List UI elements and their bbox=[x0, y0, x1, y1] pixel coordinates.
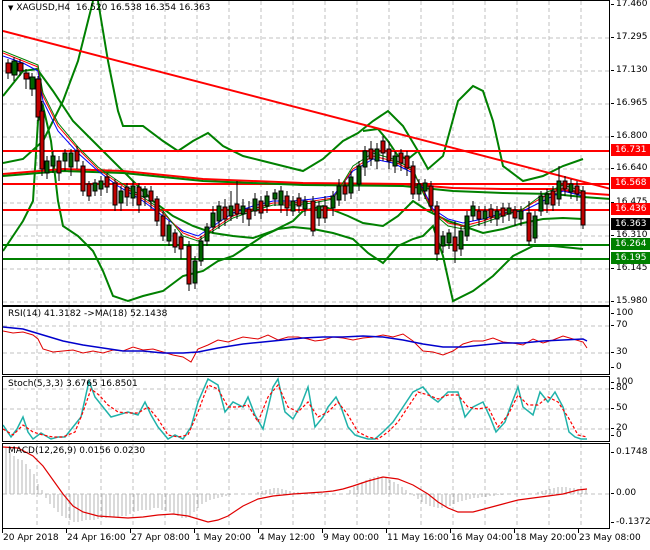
grid-lines bbox=[3, 1, 609, 305]
time-label: 9 May 00:00 bbox=[323, 533, 379, 543]
rsi-tick: 30 bbox=[610, 347, 628, 357]
price-tick: 16.640 bbox=[611, 163, 648, 173]
descending-trendline bbox=[3, 30, 609, 190]
time-label: 20 Apr 2018 bbox=[3, 533, 59, 543]
time-label: 4 May 12:00 bbox=[259, 533, 315, 543]
stoch-label: Stoch(5,3,3) 3.6765 16.8501 bbox=[8, 379, 138, 389]
rsi-label: RSI(14) 41.3182 ->MA(18) 52.1438 bbox=[8, 309, 168, 319]
stoch-tick: 100 bbox=[610, 377, 634, 387]
macd-label: MACD(12,26,9) 0.0156 0.0230 bbox=[8, 446, 146, 456]
rsi-canvas bbox=[3, 307, 609, 374]
bollinger-bands bbox=[3, 1, 584, 303]
stoch-tick: 80 bbox=[610, 383, 628, 393]
stochastic-pane[interactable]: Stoch(5,3,3) 3.6765 16.8501 bbox=[2, 376, 610, 442]
rsi-pane[interactable]: RSI(14) 41.3182 ->MA(18) 52.1438 bbox=[2, 306, 610, 375]
stoch-tick: 50 bbox=[610, 403, 628, 413]
price-tick: 16.965 bbox=[611, 98, 648, 108]
time-label: 23 May 08:00 bbox=[579, 533, 641, 543]
price-axis[interactable]: 17.460 17.295 17.130 16.965 16.800 16.64… bbox=[610, 0, 650, 550]
price-tick: 16.475 bbox=[611, 197, 648, 207]
macd-histogram bbox=[5, 447, 587, 522]
price-badge-support: 16.264 bbox=[611, 238, 650, 250]
price-tick: 16.310 bbox=[611, 230, 648, 240]
time-label: 16 May 04:00 bbox=[451, 533, 513, 543]
price-tick: 16.800 bbox=[611, 131, 648, 141]
triangle-down-icon[interactable]: ▼ bbox=[8, 4, 14, 12]
rsi-tick: 0 bbox=[611, 362, 622, 372]
price-tick: 17.295 bbox=[611, 32, 648, 42]
price-badge-resistance: 16.436 bbox=[611, 203, 650, 215]
macd-tick: -0.1372 bbox=[611, 517, 650, 527]
rsi-tick: 70 bbox=[610, 320, 628, 330]
price-tick: 17.130 bbox=[611, 65, 648, 75]
candlesticks bbox=[5, 57, 586, 291]
time-label: 24 Apr 16:00 bbox=[67, 533, 126, 543]
time-axis[interactable]: 20 Apr 2018 24 Apr 16:00 27 Apr 08:00 1 … bbox=[0, 529, 650, 550]
stoch-tick: 20 bbox=[610, 423, 628, 433]
macd-tick: 0.1748 bbox=[611, 447, 648, 457]
macd-pane[interactable]: MACD(12,26,9) 0.0156 0.0230 bbox=[2, 443, 610, 529]
price-tick: 17.460 bbox=[611, 0, 648, 9]
price-badge-support: 16.195 bbox=[611, 252, 650, 264]
symbol-label: XAGUSD,H4 bbox=[16, 3, 71, 13]
current-price-badge: 16.363 bbox=[611, 218, 650, 230]
price-badge-resistance: 16.568 bbox=[611, 177, 650, 189]
stoch-tick: 0 bbox=[611, 430, 622, 440]
chart-title: ▼ XAGUSD,H4 16.520 16.538 16.354 16.363 bbox=[8, 3, 210, 13]
ohlc-values: 16.520 16.538 16.354 16.363 bbox=[75, 3, 211, 13]
time-label: 11 May 16:00 bbox=[387, 533, 449, 543]
rsi-tick: 100 bbox=[610, 308, 634, 318]
price-tick: 16.145 bbox=[611, 263, 648, 273]
time-label: 18 May 20:00 bbox=[515, 533, 577, 543]
time-label: 27 Apr 08:00 bbox=[131, 533, 190, 543]
price-chart-canvas bbox=[3, 1, 609, 305]
price-badge-resistance: 16.731 bbox=[611, 144, 650, 156]
price-tick: 15.980 bbox=[611, 296, 648, 306]
stoch-canvas bbox=[3, 377, 609, 441]
time-label: 1 May 20:00 bbox=[195, 533, 251, 543]
price-chart-pane[interactable]: ▼ XAGUSD,H4 16.520 16.538 16.354 16.363 bbox=[2, 0, 610, 306]
macd-canvas bbox=[3, 444, 609, 528]
macd-tick: 0.00 bbox=[610, 488, 637, 498]
